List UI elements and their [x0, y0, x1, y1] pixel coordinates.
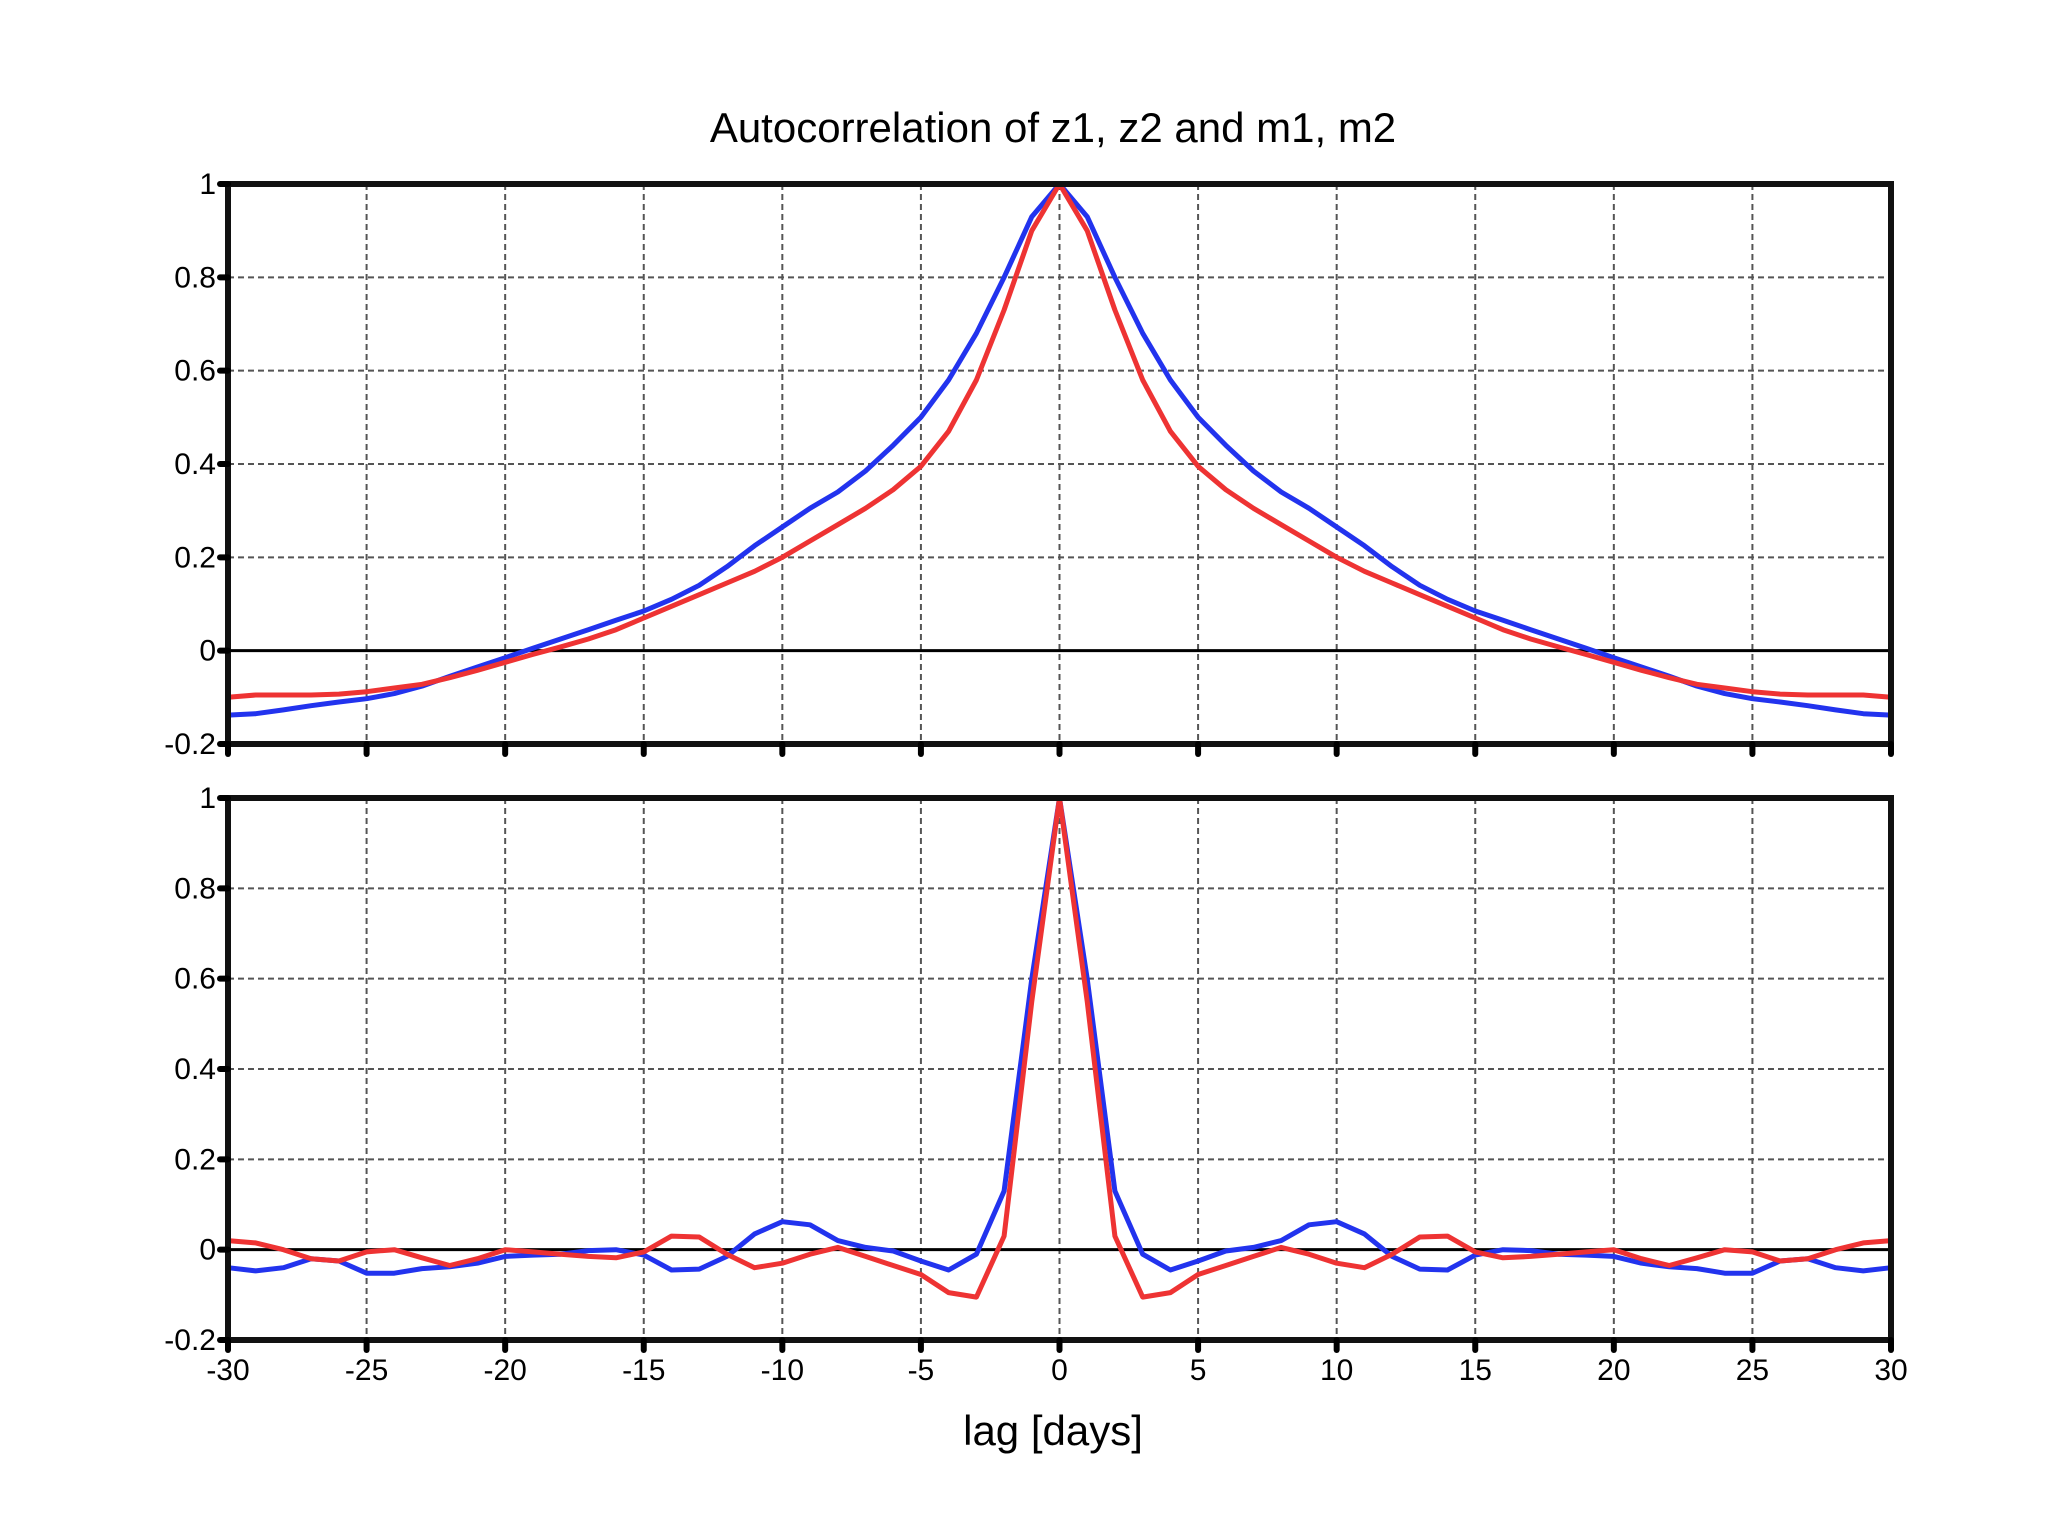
- bottom-x-tick-label: 0: [1051, 1354, 1068, 1387]
- bottom-x-tick-label: 15: [1459, 1354, 1492, 1387]
- panel-top: -0.2 0 0.2 0.4 0.6 0.8 1: [164, 168, 1894, 761]
- top-y-tick-label: 0: [199, 635, 216, 668]
- x-axis-label: lag [days]: [963, 1407, 1143, 1454]
- top-y-tick-label: 0.4: [174, 448, 216, 481]
- bottom-x-tick-label: 5: [1190, 1354, 1207, 1387]
- bottom-y-tick-label: 1: [199, 782, 216, 815]
- bottom-x-tick-label: 10: [1320, 1354, 1353, 1387]
- bottom-x-tick-label: 25: [1736, 1354, 1769, 1387]
- bottom-x-tick-label: 20: [1597, 1354, 1630, 1387]
- bottom-y-tick-label: -0.2: [164, 1324, 216, 1357]
- bottom-x-tick-label: -30: [206, 1354, 249, 1387]
- bottom-x-tick-label: -10: [761, 1354, 804, 1387]
- top-y-tick-label: -0.2: [164, 728, 216, 761]
- top-series-red-line: [225, 181, 1894, 700]
- chart-title: Autocorrelation of z1, z2 and m1, m2: [710, 104, 1396, 151]
- bottom-y-tick-label: 0: [199, 1234, 216, 1267]
- bottom-y-tick-label: 0.2: [174, 1143, 216, 1176]
- top-y-tick-label: 1: [199, 168, 216, 201]
- bottom-y-tick-label: 0.4: [174, 1053, 216, 1086]
- bottom-x-tick-label: -25: [345, 1354, 388, 1387]
- bottom-y-tick-label: 0.8: [174, 872, 216, 905]
- panel-bottom: -0.2 0 0.2 0.4 0.6 0.8 1 -30 -25 -20 -15 -10 -5 0 5 10 1…: [164, 782, 1907, 1387]
- top-y-tick-label: 0.6: [174, 355, 216, 388]
- bottom-x-tick-label: -20: [483, 1354, 526, 1387]
- top-y-tick-label: 0.2: [174, 541, 216, 574]
- bottom-y-tick-label: 0.6: [174, 963, 216, 996]
- bottom-x-tick-label: -15: [622, 1354, 665, 1387]
- bottom-x-tick-label: 30: [1874, 1354, 1907, 1387]
- bottom-x-tick-label: -5: [908, 1354, 935, 1387]
- top-y-tick-label: 0.8: [174, 261, 216, 294]
